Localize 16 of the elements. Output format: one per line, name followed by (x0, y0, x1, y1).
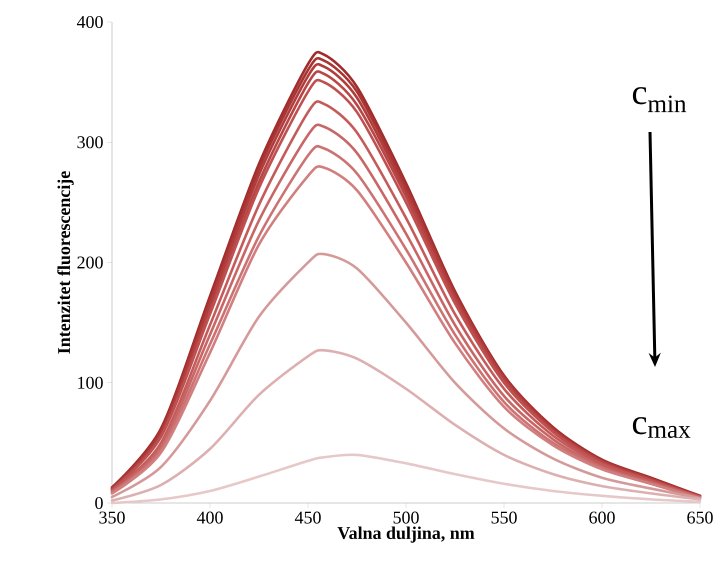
x-tick-label: 450 (294, 512, 321, 524)
y-tick-label: 400 (76, 16, 103, 28)
y-tick-label: 0 (95, 496, 103, 510)
y-tick-label: 300 (77, 136, 103, 148)
x-tick-label: 550 (492, 512, 517, 524)
x-axis-title: Valna duljina, nm (338, 526, 474, 543)
x-tick-label: 650 (687, 512, 713, 524)
x-tick-label: 600 (589, 512, 615, 524)
x-tick-label: 400 (196, 512, 223, 524)
annotation: c$_{max}$ (632, 417, 690, 438)
y-tick-label: 200 (77, 256, 103, 269)
x-tick-label: 350 (99, 512, 125, 524)
annotation: c$_{min}$ (632, 87, 686, 112)
y-tick-label: 100 (78, 376, 103, 389)
x-tick-label: 500 (394, 512, 419, 524)
y-axis-title: Intenzitet fluorescencije (57, 171, 74, 354)
